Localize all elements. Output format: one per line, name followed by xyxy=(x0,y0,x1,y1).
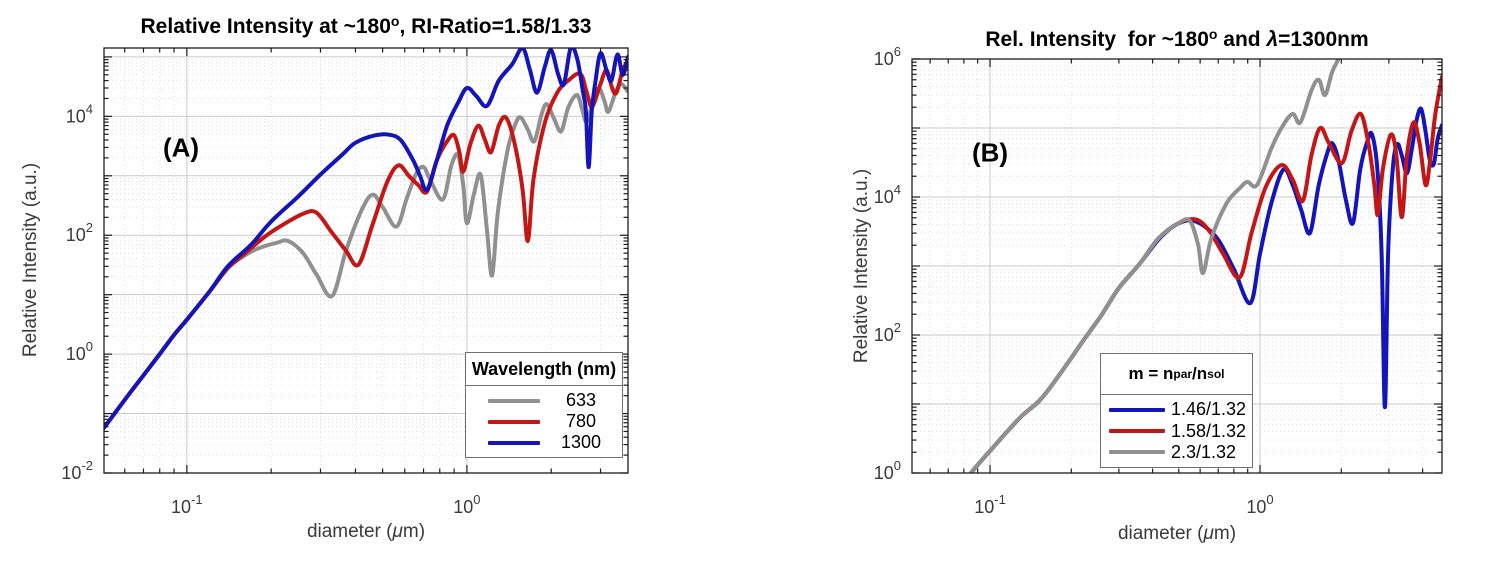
y-tick-label: 106 xyxy=(874,44,901,69)
panel-b-legend-title-par-sub: par xyxy=(1173,367,1193,381)
legend-entry-633: 633 xyxy=(466,390,622,411)
panel-a-title-ratio: , RI-Ratio=1.58/1.33 xyxy=(399,15,592,38)
series-line-1300nm xyxy=(104,48,628,431)
y-tick-label: 10-2 xyxy=(61,458,93,483)
panel-b-title-wavelength: =1300nm xyxy=(1278,28,1369,51)
y-tick-label: 102 xyxy=(874,320,901,345)
panel-b-y-axis-label: Relative Intensity (a.u.) xyxy=(851,168,872,364)
panel-a-xlabel-mu: μ xyxy=(392,521,403,542)
legend-entry-1300: 1300 xyxy=(466,432,622,453)
legend-label-780: 780 xyxy=(565,411,597,431)
legend-label-23: 2.3/1.32 xyxy=(1171,441,1237,462)
x-tick-label: 10-1 xyxy=(974,492,1006,517)
panel-a-x-axis-label: diameter (μm) xyxy=(104,521,628,543)
panel-b-xlabel-post: m) xyxy=(1213,523,1237,544)
tick-marks xyxy=(912,58,1442,474)
panel-b-legend-title-slash-n: /n xyxy=(1192,364,1208,383)
legend-swatch-1300 xyxy=(488,440,540,445)
panel-b-plot: 10-1 100 100 102 104 106 xyxy=(874,44,1443,517)
panel-a-letter: (A) xyxy=(162,132,200,163)
x-tick-label: 100 xyxy=(453,492,480,517)
legend-label-146: 1.46/1.32 xyxy=(1171,399,1247,420)
legend-swatch-158 xyxy=(1109,429,1165,433)
legend-entry-158: 1.58/1.32 xyxy=(1101,421,1252,442)
panel-a-legend: Wavelength (nm) 633 780 1300 xyxy=(465,352,623,458)
panel-b-title-degree-sup: o xyxy=(1208,26,1218,42)
panel-b-legend-title-m: m = n xyxy=(1128,364,1174,383)
panel-b-xlabel-pre: diameter ( xyxy=(1117,523,1204,544)
legend-swatch-23 xyxy=(1109,450,1165,455)
panel-a-title-text: Relative Intensity at ~180 xyxy=(140,15,391,38)
y-tick-label: 100 xyxy=(874,458,901,483)
legend-label-1300: 1300 xyxy=(560,432,602,452)
legend-label-633: 633 xyxy=(565,390,597,410)
panel-b-legend-rows: 1.46/1.32 1.58/1.32 2.3/1.32 xyxy=(1101,395,1252,467)
tick-marks xyxy=(104,48,628,474)
panel-a-legend-rows: 633 780 1300 xyxy=(466,386,622,457)
y-tick-label: 104 xyxy=(874,182,901,207)
panel-b-legend-title: m = n par/n sol xyxy=(1101,354,1252,395)
panel-a-title: Relative Intensity at ~180o, RI-Ratio=1.… xyxy=(104,13,628,39)
y-tick-label: 100 xyxy=(66,339,93,364)
panel-b-letter: (B) xyxy=(971,137,1009,168)
panel-b-title-text: Rel. Intensity for ~180 xyxy=(985,28,1209,51)
data-curves xyxy=(968,59,1442,473)
data-curves xyxy=(104,48,628,431)
x-tick-label: 100 xyxy=(1246,492,1273,517)
panel-a-xlabel-post: m) xyxy=(402,521,426,542)
panel-a-legend-title-text: Wavelength (nm) xyxy=(471,358,617,379)
y-tick-label: 102 xyxy=(66,220,93,245)
panel-b-title-lambda: λ xyxy=(1266,28,1279,51)
panel-b-xlabel-mu: μ xyxy=(1203,523,1214,544)
x-tick-label: 10-1 xyxy=(171,492,203,517)
axes-box xyxy=(103,47,629,474)
series-line-2.3-1.32 xyxy=(968,59,1341,473)
panel-a-title-degree-sup: o xyxy=(390,13,400,29)
legend-label-158: 1.58/1.32 xyxy=(1171,420,1247,441)
panel-b-title: Rel. Intensity for ~180o and λ=1300nm xyxy=(912,26,1442,52)
panel-b-legend: m = n par/n sol 1.46/1.32 1.58/1.32 2.3/1.… xyxy=(1100,353,1253,468)
panel-b-title-and: and xyxy=(1217,28,1267,51)
panel-a-legend-title: Wavelength (nm) xyxy=(466,353,622,386)
panel-b-x-axis-label: diameter (μm) xyxy=(912,523,1442,545)
legend-entry-146: 1.46/1.32 xyxy=(1101,399,1252,420)
legend-swatch-146 xyxy=(1109,407,1165,412)
panel-a-xlabel-pre: diameter ( xyxy=(306,521,393,542)
legend-entry-780: 780 xyxy=(466,411,622,432)
panel-b-legend-title-sol-sub: sol xyxy=(1207,367,1225,381)
legend-swatch-780 xyxy=(488,419,540,424)
panel-a-y-axis-label: Relative Intensity (a.u.) xyxy=(20,162,41,358)
legend-swatch-633 xyxy=(488,398,540,403)
y-tick-label: 104 xyxy=(66,101,93,126)
legend-entry-23: 2.3/1.32 xyxy=(1101,442,1252,463)
